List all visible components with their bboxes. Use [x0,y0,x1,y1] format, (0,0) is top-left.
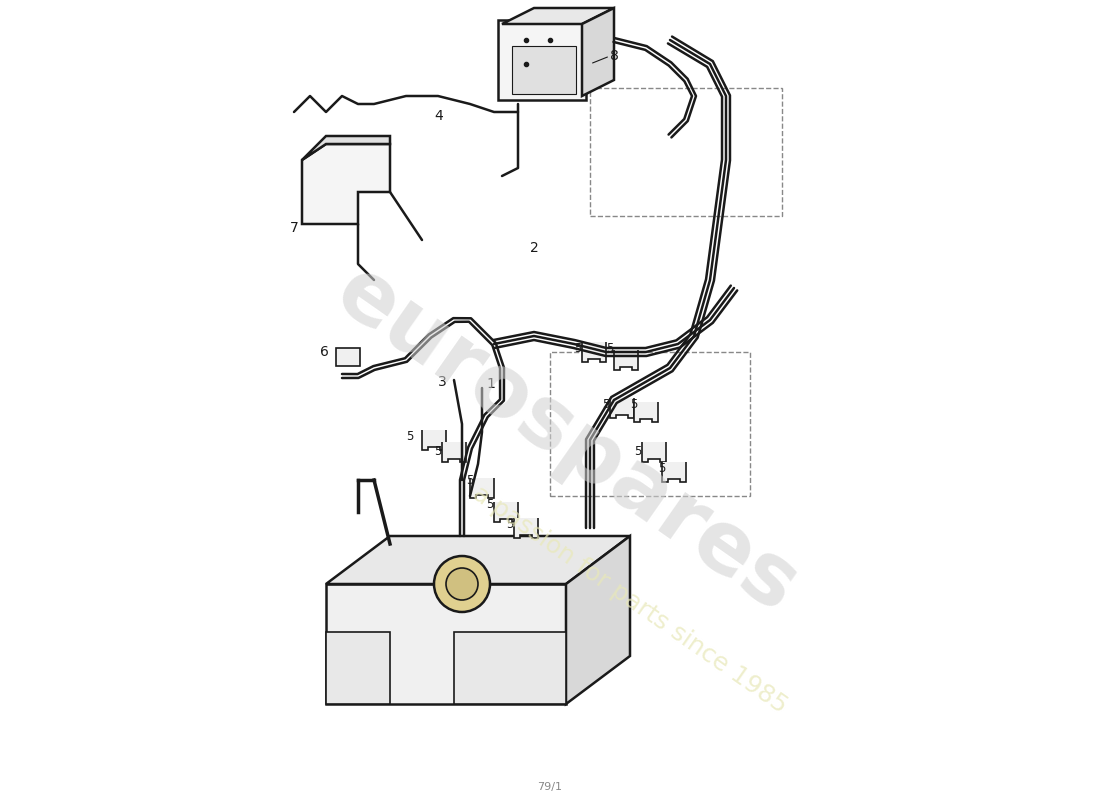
Polygon shape [302,136,390,160]
Polygon shape [422,430,446,450]
Polygon shape [326,536,630,584]
Text: 5: 5 [574,342,582,354]
Text: 79/1: 79/1 [538,782,562,792]
Text: 5: 5 [635,446,641,458]
Polygon shape [502,8,614,24]
Text: 5: 5 [486,498,494,510]
Circle shape [446,568,478,600]
Polygon shape [454,632,566,704]
Text: 8: 8 [610,49,619,63]
Text: 5: 5 [466,474,474,486]
Polygon shape [326,584,566,704]
Text: 1: 1 [486,377,495,391]
Polygon shape [634,402,658,422]
Text: 5: 5 [658,462,666,474]
Text: 4: 4 [434,109,442,123]
Text: 5: 5 [603,398,609,410]
Polygon shape [662,462,686,482]
Polygon shape [610,398,634,418]
FancyBboxPatch shape [498,20,586,100]
Text: 5: 5 [434,446,442,458]
Polygon shape [470,478,494,498]
Polygon shape [566,536,630,704]
Polygon shape [514,518,538,538]
Polygon shape [582,8,614,96]
Text: a passion for parts since 1985: a passion for parts since 1985 [469,482,792,718]
Text: 5: 5 [506,518,514,530]
Text: 5: 5 [406,430,414,442]
Text: 3: 3 [438,375,447,390]
Text: 7: 7 [290,221,299,235]
Text: 5: 5 [630,398,638,410]
Polygon shape [326,632,390,704]
Text: 6: 6 [320,345,329,359]
Polygon shape [442,442,466,462]
FancyBboxPatch shape [513,46,575,94]
Polygon shape [642,442,666,462]
Text: 5: 5 [606,342,614,354]
FancyBboxPatch shape [337,348,360,366]
Text: eurospares: eurospares [319,250,813,630]
Polygon shape [494,502,518,522]
Text: 2: 2 [530,241,539,255]
Polygon shape [614,350,638,370]
Polygon shape [582,342,606,362]
Circle shape [434,556,490,612]
Polygon shape [302,144,390,224]
